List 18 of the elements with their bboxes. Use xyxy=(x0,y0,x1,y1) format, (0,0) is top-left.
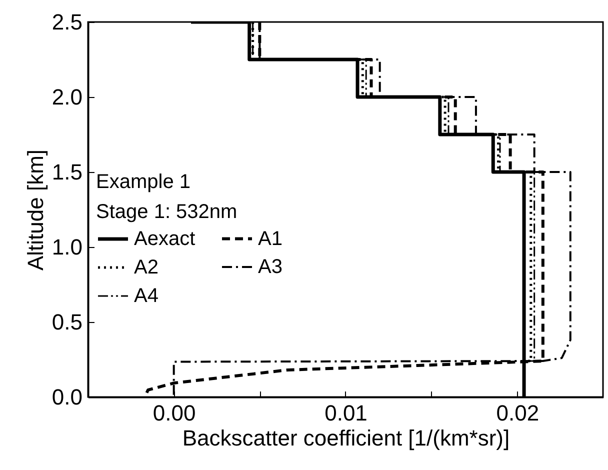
y-tick-label: 2.5 xyxy=(52,10,82,34)
legend-label: A2 xyxy=(134,256,158,278)
x-tick-label: 0.00 xyxy=(152,400,196,426)
legend-label: A3 xyxy=(258,256,282,278)
x-axis-title: Backscatter coefficient [1/(km*sr)] xyxy=(182,426,510,450)
legend-label: A1 xyxy=(258,228,282,250)
x-tick-label: 0.01 xyxy=(324,400,368,426)
annotation: Example 1 xyxy=(96,171,190,193)
annotation: Stage 1: 532nm xyxy=(96,201,238,223)
y-tick-label: 0.0 xyxy=(52,384,82,410)
legend-label: A4 xyxy=(134,285,158,307)
y-tick-label: 1.0 xyxy=(52,234,82,260)
x-tick-label: 0.02 xyxy=(496,400,540,426)
y-tick-label: 2.0 xyxy=(52,84,82,110)
y-axis-title: Altitude [km] xyxy=(22,149,48,271)
y-tick-label: 0.5 xyxy=(52,310,82,334)
legend-label: Aexact xyxy=(134,228,196,250)
y-tick-label: 1.5 xyxy=(52,160,82,184)
